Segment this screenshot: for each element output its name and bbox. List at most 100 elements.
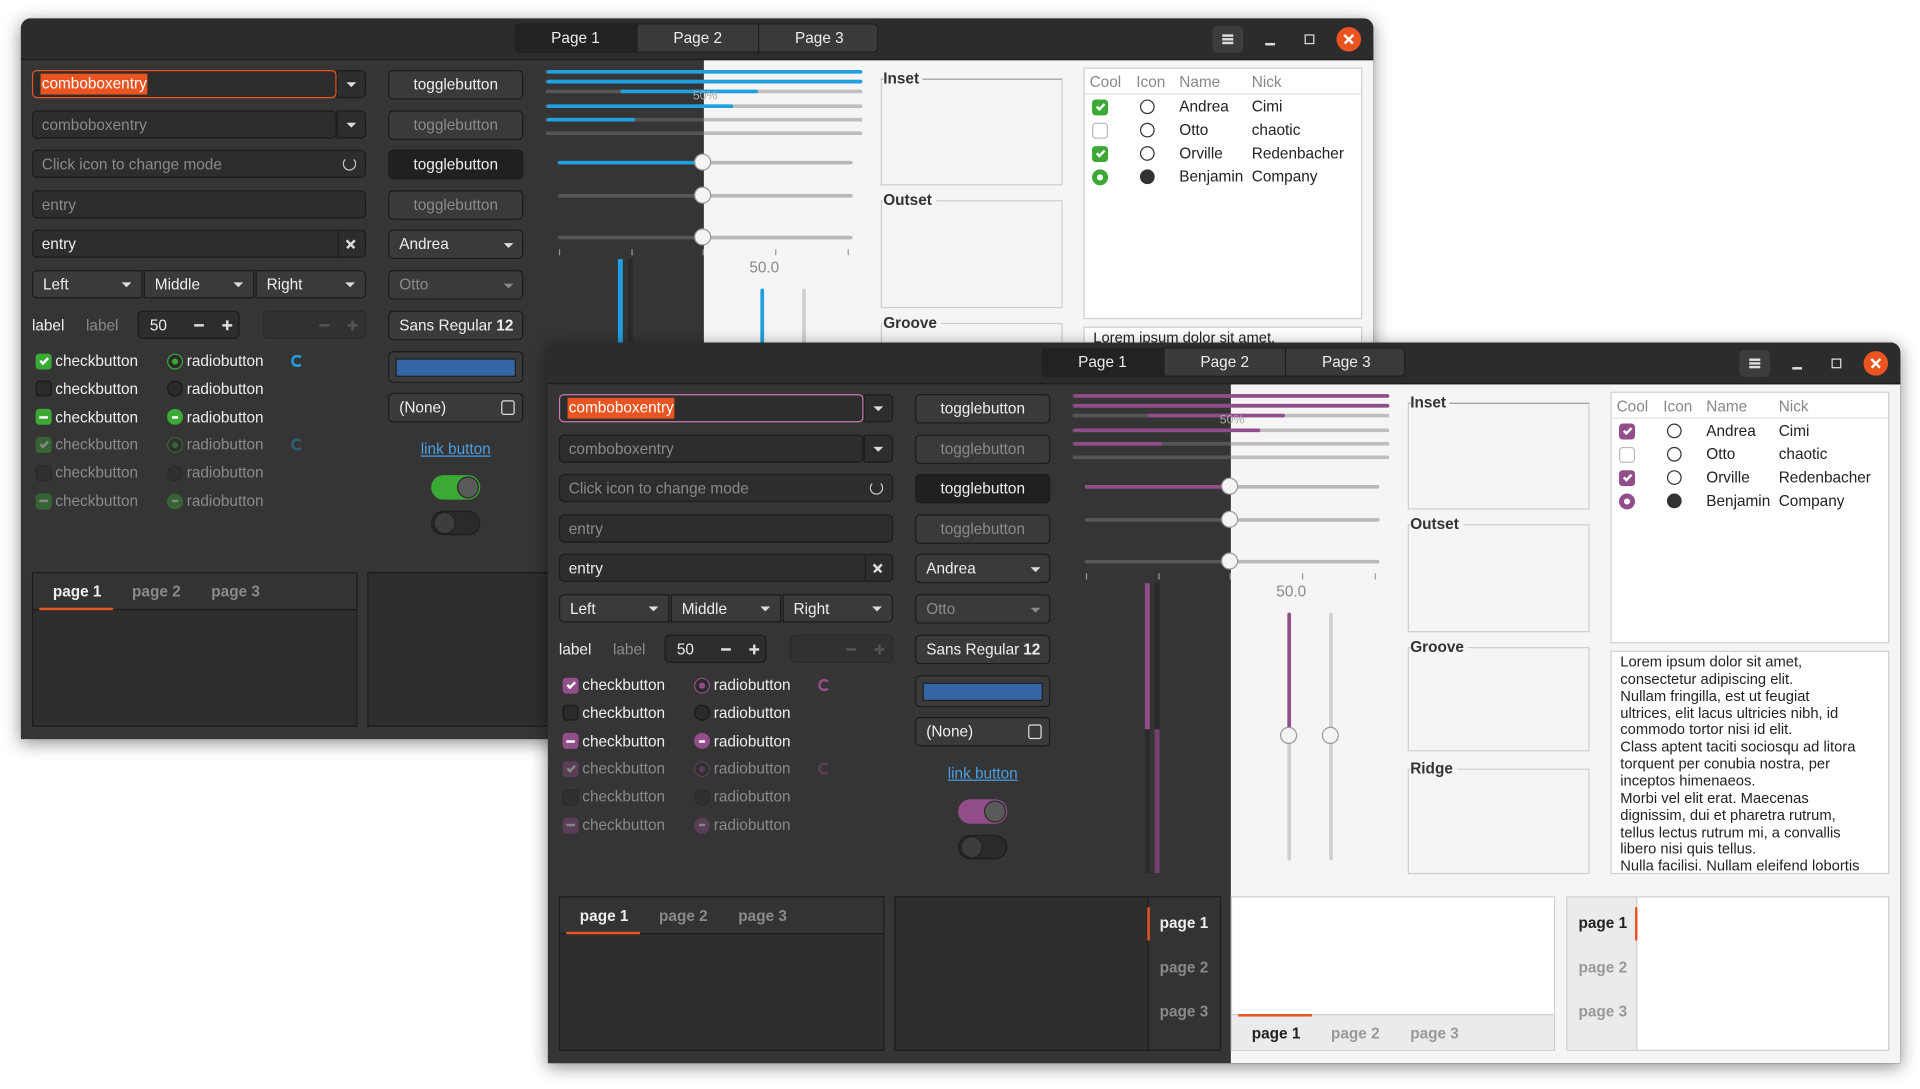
radio[interactable] bbox=[694, 677, 711, 694]
toggle-button[interactable]: togglebutton bbox=[915, 474, 1051, 504]
checkbox[interactable] bbox=[562, 677, 579, 694]
notebook-tab[interactable]: page 1 bbox=[1578, 914, 1628, 932]
notebook-tab[interactable]: page 2 bbox=[1330, 1025, 1380, 1043]
checkbox[interactable] bbox=[562, 733, 579, 750]
switch-off[interactable] bbox=[958, 834, 1008, 860]
notebook-tab[interactable]: page 3 bbox=[1410, 1025, 1459, 1043]
notebook-tab[interactable]: page 2 bbox=[1578, 958, 1628, 977]
entry[interactable]: entry bbox=[31, 190, 367, 219]
color-button[interactable] bbox=[388, 351, 524, 384]
notebook-tab[interactable]: page 3 bbox=[1578, 1003, 1628, 1021]
selected-text[interactable]: comboboxentry bbox=[40, 73, 148, 95]
combo-box[interactable]: Right bbox=[782, 594, 894, 623]
radio[interactable] bbox=[694, 733, 711, 750]
notebook-tab[interactable]: page 1 bbox=[52, 583, 102, 601]
color-button[interactable] bbox=[915, 675, 1051, 708]
combo-box[interactable]: Middle bbox=[670, 594, 782, 623]
tree-check[interactable] bbox=[1092, 98, 1109, 115]
link-button[interactable]: link button bbox=[947, 764, 1018, 783]
switch-on[interactable] bbox=[431, 475, 481, 500]
dropdown-button[interactable] bbox=[336, 110, 367, 139]
page-tab[interactable]: Page 1 bbox=[514, 23, 637, 53]
toggle-button[interactable]: togglebutton bbox=[388, 69, 524, 100]
page-tab[interactable]: Page 3 bbox=[757, 23, 880, 53]
tree-radio[interactable] bbox=[1619, 492, 1636, 509]
tree-check[interactable] bbox=[1619, 446, 1636, 463]
combo-box[interactable]: Left bbox=[558, 594, 670, 623]
maximize-button[interactable] bbox=[1296, 26, 1323, 53]
tree-check[interactable] bbox=[1092, 122, 1109, 139]
checkbox[interactable] bbox=[35, 408, 52, 425]
notebook-tab[interactable]: page 3 bbox=[1159, 1003, 1209, 1021]
toggle-button[interactable]: togglebutton bbox=[915, 434, 1051, 464]
dropdown-button[interactable] bbox=[336, 69, 367, 99]
vscale-knob[interactable] bbox=[1279, 726, 1298, 744]
notebook-tab[interactable]: page 2 bbox=[659, 907, 708, 925]
entry[interactable]: comboboxentry bbox=[31, 69, 337, 99]
notebook-tab[interactable]: page 3 bbox=[211, 583, 260, 601]
slider-knob[interactable] bbox=[694, 186, 712, 204]
file-button[interactable]: (None) bbox=[388, 392, 524, 423]
vscale-knob[interactable] bbox=[1321, 726, 1339, 744]
font-button[interactable]: Sans Regular 12 bbox=[915, 634, 1051, 665]
checkbox[interactable] bbox=[35, 352, 52, 369]
menu-button[interactable] bbox=[1739, 349, 1771, 377]
slider-knob[interactable] bbox=[1221, 552, 1239, 570]
font-button[interactable]: Sans Regular 12 bbox=[388, 310, 524, 341]
entry[interactable]: entry bbox=[558, 553, 894, 582]
minimize-button[interactable] bbox=[1784, 350, 1811, 377]
toggle-button[interactable]: togglebutton bbox=[388, 150, 524, 180]
spin-button[interactable]: 50 bbox=[664, 634, 767, 663]
slider-knob[interactable] bbox=[694, 228, 712, 246]
spin-button[interactable]: 50 bbox=[137, 310, 240, 339]
slider-knob[interactable] bbox=[694, 153, 712, 171]
toggle-button[interactable]: togglebutton bbox=[388, 190, 524, 220]
combo-box[interactable]: Middle bbox=[143, 270, 255, 299]
slider-knob[interactable] bbox=[1221, 510, 1239, 528]
page-tab[interactable]: Page 3 bbox=[1284, 347, 1407, 377]
tree-check[interactable] bbox=[1619, 469, 1636, 486]
page-tab[interactable]: Page 2 bbox=[1163, 347, 1285, 377]
radio[interactable] bbox=[167, 408, 184, 425]
toggle-button[interactable]: togglebutton bbox=[915, 514, 1051, 544]
slider-knob[interactable] bbox=[1221, 477, 1239, 495]
combo-box[interactable]: Andrea bbox=[915, 553, 1051, 584]
notebook-tab[interactable]: page 2 bbox=[132, 583, 181, 601]
entry[interactable]: entry bbox=[31, 229, 367, 258]
selected-text[interactable]: comboboxentry bbox=[567, 397, 675, 419]
notebook-tab[interactable]: page 1 bbox=[1159, 914, 1209, 932]
checkbox[interactable] bbox=[562, 705, 579, 722]
minimize-button[interactable] bbox=[1257, 26, 1284, 53]
combo-box[interactable]: Left bbox=[31, 270, 143, 299]
notebook-tab[interactable]: page 1 bbox=[579, 907, 629, 925]
notebook-tab[interactable]: page 3 bbox=[738, 907, 787, 925]
link-button[interactable]: link button bbox=[420, 440, 491, 458]
entry[interactable]: comboboxentry bbox=[558, 394, 864, 423]
radio[interactable] bbox=[694, 705, 711, 722]
file-button[interactable]: (None) bbox=[915, 716, 1051, 747]
combo-box[interactable]: Right bbox=[255, 270, 367, 299]
tree-check[interactable] bbox=[1092, 145, 1109, 162]
entry[interactable]: Click icon to change mode bbox=[31, 149, 367, 179]
page-tab[interactable]: Page 2 bbox=[636, 23, 758, 53]
combo-box[interactable]: Andrea bbox=[388, 229, 524, 260]
maximize-button[interactable] bbox=[1823, 350, 1850, 377]
close-button[interactable] bbox=[1336, 27, 1362, 52]
entry[interactable]: comboboxentry bbox=[558, 434, 864, 463]
notebook-tab[interactable]: page 1 bbox=[1251, 1025, 1301, 1043]
page-tab[interactable]: Page 1 bbox=[1041, 347, 1164, 377]
tree-check[interactable] bbox=[1619, 422, 1636, 439]
entry[interactable]: Click icon to change mode bbox=[558, 473, 894, 503]
checkbox[interactable] bbox=[35, 380, 52, 397]
dropdown-button[interactable] bbox=[863, 394, 894, 423]
radio[interactable] bbox=[167, 380, 184, 397]
menu-button[interactable] bbox=[1212, 25, 1244, 53]
radio[interactable] bbox=[167, 352, 184, 369]
close-button[interactable] bbox=[1863, 351, 1889, 376]
toggle-button[interactable]: togglebutton bbox=[388, 110, 524, 140]
notebook-tab[interactable]: page 2 bbox=[1159, 958, 1209, 977]
switch-on[interactable] bbox=[958, 799, 1008, 824]
toggle-button[interactable]: togglebutton bbox=[915, 394, 1051, 424]
entry[interactable]: comboboxentry bbox=[31, 110, 337, 139]
dropdown-button[interactable] bbox=[863, 434, 894, 463]
